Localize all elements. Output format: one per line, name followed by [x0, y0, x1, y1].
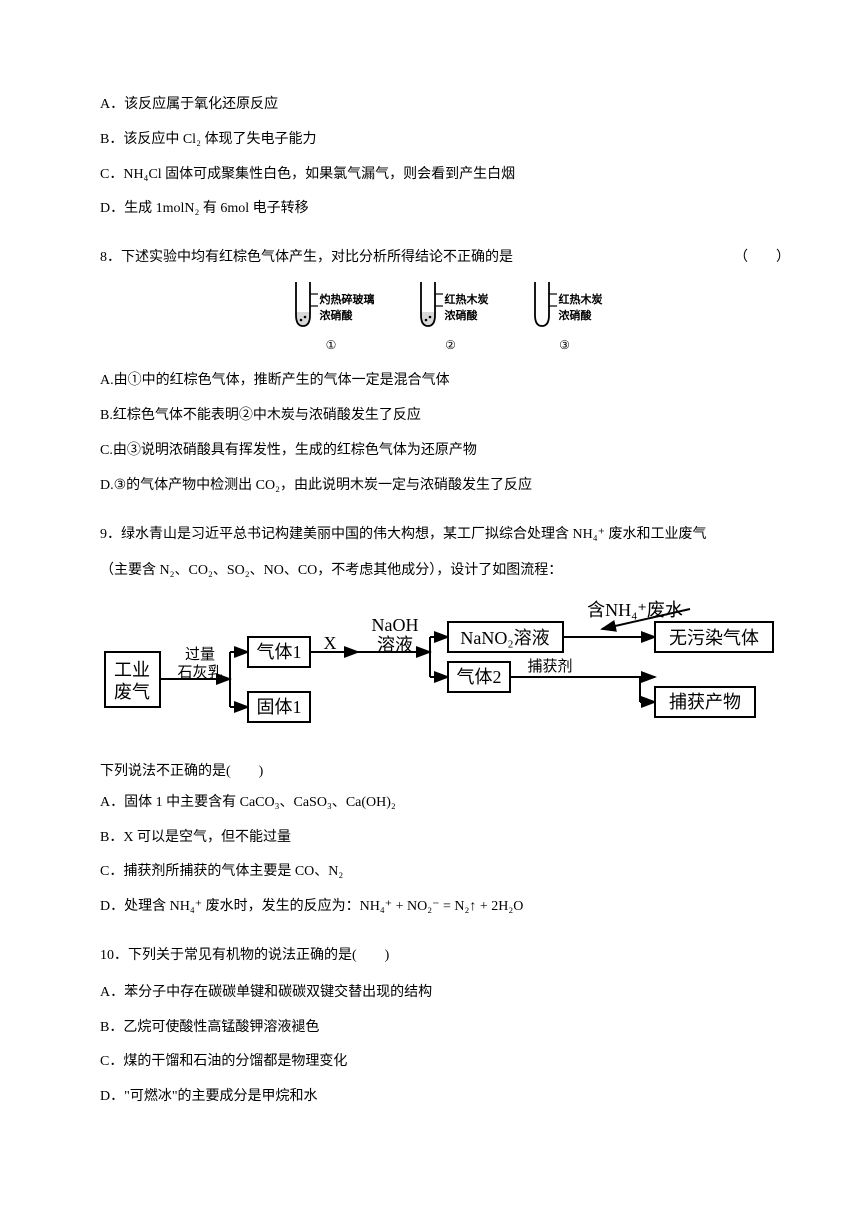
- q10-option-a: A．苯分子中存在碳碳单键和碳碳双键交替出现的结构: [100, 978, 790, 1009]
- q8-option-a: A.由①中的红棕色气体，推断产生的气体一定是混合气体: [100, 366, 790, 397]
- flow-node-clean-gas: 无污染气体: [669, 628, 759, 648]
- q10-stem: 10．下列关于常见有机物的说法正确的是( ): [100, 941, 790, 972]
- q8-fig-1: 灼热碎玻璃 浓硝酸 ①: [288, 280, 375, 358]
- q8-fig1-label-bottom: 浓硝酸: [320, 309, 375, 324]
- q9-tail: 下列说法不正确的是( ): [100, 757, 790, 788]
- q8-fig2-label-top: 红热木炭: [445, 293, 489, 308]
- q10-option-b: B．乙烷可使酸性高锰酸钾溶液褪色: [100, 1013, 790, 1044]
- q9-stem1-prefix: 9．绿水青山是习近平总书记构建美丽中国的伟大构想，某工厂拟综合处理含: [100, 527, 573, 542]
- flow-node-gas1: 气体1: [257, 642, 302, 662]
- q8-fig-2: 红热木炭 浓硝酸 ②: [413, 280, 489, 358]
- q8-fig3-label-top: 红热木炭: [559, 293, 603, 308]
- q9-stem-line2: （主要含 N₂、CO₂、SO₂、NO、CO，不考虑其他成分），设计了如图流程：: [100, 556, 790, 587]
- q9-stem-line1: 9．绿水青山是习近平总书记构建美丽中国的伟大构想，某工厂拟综合处理含 NH₄⁺ …: [100, 520, 790, 551]
- test-tube-icon: [527, 280, 557, 330]
- q9-option-a: A．固体 1 中主要含有 CaCO₃、CaSO₃、Ca(OH)₂: [100, 788, 790, 819]
- q8-fig3-label-bottom: 浓硝酸: [559, 309, 603, 324]
- q7-option-d: D．生成 1molN₂ 有 6mol 电子转移: [100, 194, 790, 225]
- test-tube-icon: [288, 280, 318, 330]
- q9-stem1-suffix: 废水和工业废气: [605, 527, 707, 542]
- q8-fig2-label-bottom: 浓硝酸: [445, 309, 489, 324]
- q8-option-c: C.由③说明浓硝酸具有挥发性，生成的红棕色气体为还原产物: [100, 436, 790, 467]
- q8-figures: 灼热碎玻璃 浓硝酸 ① 红热木炭 浓硝酸: [100, 280, 790, 358]
- flow-label-nh4-waste: 含NH₄⁺废水: [587, 600, 683, 620]
- q8-fig3-num: ③: [559, 332, 570, 358]
- q8-fig2-num: ②: [445, 332, 456, 358]
- flow-node-nano2: NaNO₂溶液: [460, 628, 549, 648]
- q10-option-c: C．煤的干馏和石油的分馏都是物理变化: [100, 1047, 790, 1078]
- q8-blank: （ ）: [734, 243, 790, 274]
- flow-label-lime-l1: 过量: [185, 646, 215, 663]
- q9-option-d: D．处理含 NH₄⁺ 废水时，发生的反应为：NH₄⁺ + NO₂⁻ = N₂↑ …: [100, 892, 790, 923]
- q8-fig-3: 红热木炭 浓硝酸 ③: [527, 280, 603, 358]
- flow-node-capture-prod: 捕获产物: [669, 692, 741, 712]
- flow-label-naoh-l1: NaOH: [372, 615, 419, 635]
- q8-fig1-num: ①: [326, 332, 337, 358]
- q8-fig1-label-top: 灼热碎玻璃: [320, 293, 375, 308]
- q7-option-a: A．该反应属于氧化还原反应: [100, 90, 790, 121]
- flow-label-x: X: [324, 633, 337, 653]
- flow-node-solid1: 固体1: [257, 697, 302, 717]
- exam-page: A．该反应属于氧化还原反应 B．该反应中 Cl₂ 体现了失电子能力 C．NH₄C…: [0, 0, 860, 1216]
- q8-stem: 8．下述实验中均有红棕色气体产生，对比分析所得结论不正确的是 （ ）: [100, 243, 790, 274]
- q7-option-b: B．该反应中 Cl₂ 体现了失电子能力: [100, 125, 790, 156]
- q9-option-b: B．X 可以是空气，但不能过量: [100, 823, 790, 854]
- flow-node-industrial-gas-l2: 废气: [114, 682, 150, 702]
- q9-flowchart: 工业 废气 过量 石灰乳 气体1 固体1 X NaOH 溶液: [100, 597, 790, 745]
- flow-label-capture: 捕获剂: [527, 658, 572, 675]
- q9-option-c: C．捕获剂所捕获的气体主要是 CO、N₂: [100, 857, 790, 888]
- q8-option-d: D.③的气体产物中检测出 CO₂，由此说明木炭一定与浓硝酸发生了反应: [100, 471, 790, 502]
- flow-node-gas2: 气体2: [457, 667, 502, 687]
- test-tube-icon: [413, 280, 443, 330]
- q8-option-b: B.红棕色气体不能表明②中木炭与浓硝酸发生了反应: [100, 401, 790, 432]
- q8-stem-text: 8．下述实验中均有红棕色气体产生，对比分析所得结论不正确的是: [100, 243, 513, 274]
- q10-option-d: D．"可燃冰"的主要成分是甲烷和水: [100, 1082, 790, 1113]
- flow-node-industrial-gas-l1: 工业: [114, 660, 150, 680]
- q7-option-c: C．NH₄Cl 固体可成聚集性白色，如果氯气漏气，则会看到产生白烟: [100, 160, 790, 191]
- q9-nh4: NH₄⁺: [573, 527, 606, 542]
